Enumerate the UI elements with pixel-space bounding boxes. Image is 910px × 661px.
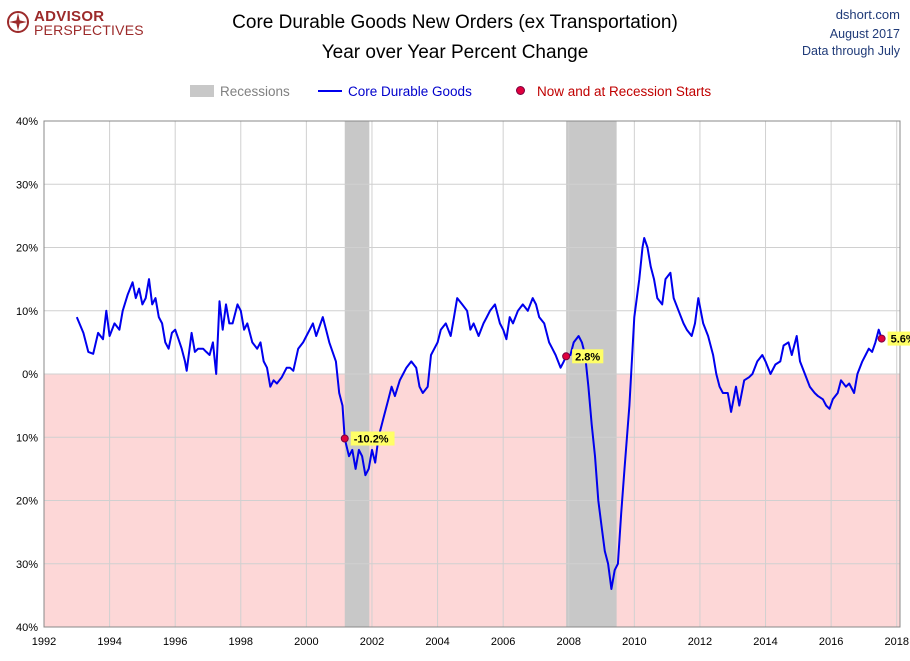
legend-series: Core Durable Goods [318,84,472,99]
x-tick-label: 2018 [884,636,908,648]
legend: Recessions Core Durable Goods Now and at… [0,84,910,102]
logo: ADVISOR PERSPECTIVES [6,8,146,38]
logo-line1: ADVISOR [34,8,105,25]
marker-point [340,434,349,443]
source-note: Data through July [802,44,900,58]
y-tick-label: 20% [16,243,38,255]
chart-subtitle: Year over Year Percent Change [321,42,589,63]
series-line [75,237,883,590]
y-tick-label: 40% [16,622,38,634]
x-tick-label: 2006 [491,636,515,648]
plot-frame [43,120,901,628]
marker-point [877,334,886,343]
marker-label: 5.6% [891,334,910,346]
x-tick-label: 2000 [294,636,318,648]
x-tick-label: 1992 [32,636,56,648]
x-tick-label: 1996 [163,636,187,648]
x-tick-label: 2012 [688,636,712,648]
x-tick-label: 1998 [229,636,253,648]
marker-label: 2.8% [575,351,600,363]
legend-recessions: Recessions [190,84,290,99]
x-tick-label: 2008 [557,636,581,648]
legend-marker-swatch [516,86,525,95]
compass-logo-icon [7,11,29,33]
x-tick-label: 2010 [622,636,646,648]
x-tick-label: 2016 [819,636,843,648]
legend-markers-label: Now and at Recession Starts [537,84,712,99]
y-tick-label: 30% [16,559,38,571]
legend-recessions-label: Recessions [220,84,290,99]
marker-label: -10.2% [354,434,389,446]
x-tick-label: 2014 [753,636,777,648]
x-tick-label: 2004 [425,636,449,648]
legend-markers: Now and at Recession Starts [516,84,711,99]
legend-series-swatch [318,90,342,92]
chart-title: Core Durable Goods New Orders (ex Transp… [232,12,678,33]
legend-series-label: Core Durable Goods [348,84,472,99]
x-tick-label: 2002 [360,636,384,648]
marker-label-bg [350,431,395,446]
marker-point [562,352,571,361]
source-date: August 2017 [829,27,900,41]
y-tick-label: 30% [16,179,38,191]
y-tick-label: 10% [16,432,38,444]
y-tick-label: 0% [22,369,38,381]
y-tick-label: 40% [16,116,38,128]
y-tick-label: 20% [16,496,38,508]
marker-label-bg [887,331,910,346]
logo-line2: PERSPECTIVES [34,22,144,38]
source-site: dshort.com [835,7,900,22]
legend-recessions-swatch [190,85,214,97]
y-tick-label: 10% [16,306,38,318]
marker-label-bg [572,349,604,364]
x-tick-label: 1994 [97,636,121,648]
